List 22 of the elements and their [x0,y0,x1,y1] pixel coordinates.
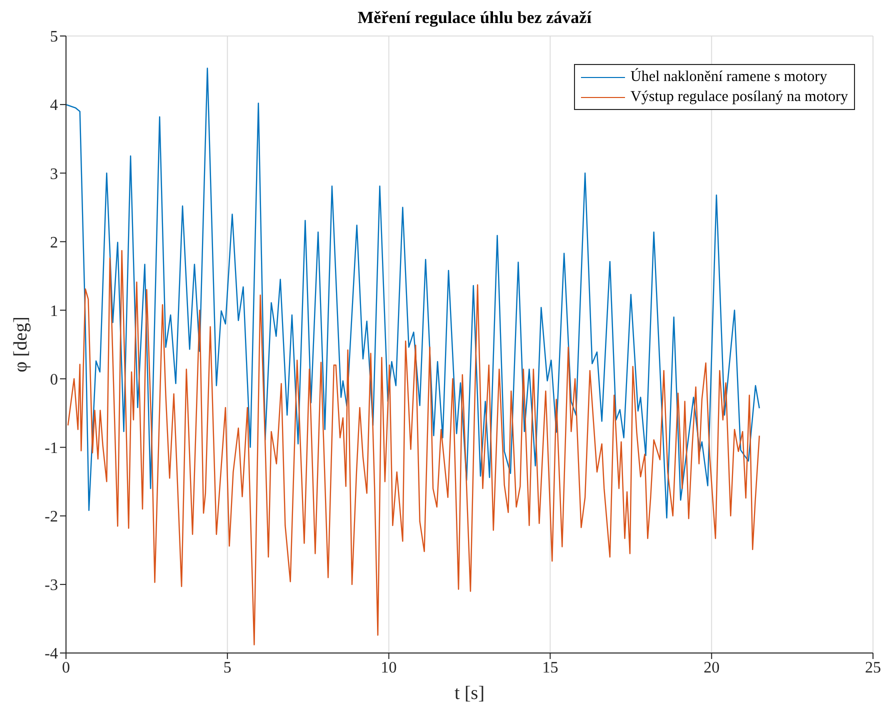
x-tick-label: 20 [704,659,720,676]
y-tick-label: -4 [44,646,58,663]
x-tick-label: 25 [865,659,881,676]
y-tick-label: 3 [50,166,58,183]
y-tick-label: -1 [44,440,58,458]
y-tick-label: -2 [44,508,58,526]
y-axis-title: φ [deg] [10,316,32,372]
x-tick-label: 15 [542,659,558,676]
line-series [67,250,760,646]
legend-label: Úhel naklonění ramene s motory [630,67,828,87]
y-tick-label: 1 [50,302,58,320]
x-axis-title: t [s] [454,683,485,704]
x-tick-label: 10 [380,659,397,676]
y-tick-label: 0 [50,371,58,388]
x-tick-label: 5 [223,659,232,676]
y-tick-label: 4 [50,97,58,114]
y-tick-label: 2 [50,234,58,252]
legend-label: Výstup regulace posílaný na motory [630,88,848,107]
y-tick-label: -3 [44,577,58,594]
chart-title: Měření regulace úhlu bez závaží [356,8,593,29]
x-tick-label: 0 [62,659,70,676]
y-tick-label: 5 [50,28,58,46]
